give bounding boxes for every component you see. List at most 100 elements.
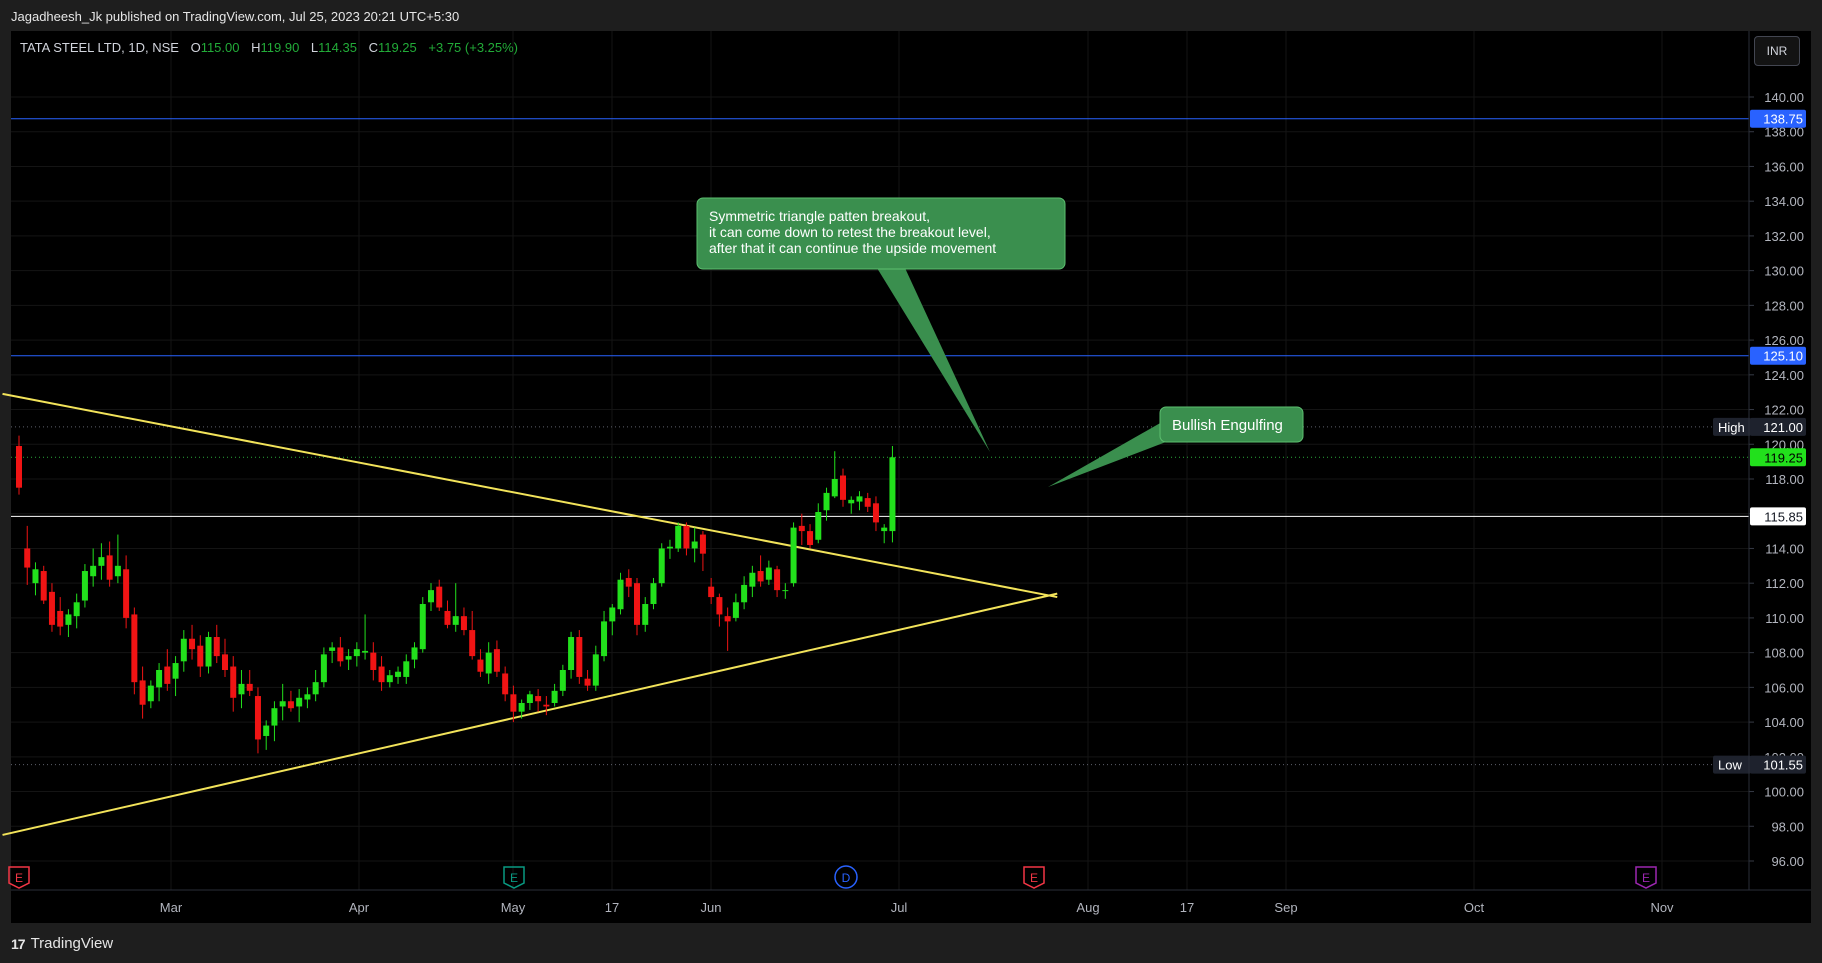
price-tick-label: 104.00 — [1764, 715, 1804, 730]
price-tick-label: 108.00 — [1764, 646, 1804, 661]
candle — [378, 656, 385, 691]
tradingview-brand[interactable]: 17 TradingView — [11, 935, 113, 952]
price-axis[interactable]: 96.0098.00100.00102.00104.00106.00108.00… — [1713, 31, 1811, 890]
candle — [395, 666, 402, 684]
candle — [477, 649, 484, 677]
price-tick-label: 132.00 — [1764, 229, 1804, 244]
candle-body — [831, 479, 838, 497]
event-marker-shape — [503, 866, 525, 889]
price-level-badge — [1750, 507, 1806, 526]
candle-body — [518, 702, 525, 712]
candle-body — [798, 525, 805, 532]
candle-body — [156, 670, 163, 688]
candle-body — [197, 645, 204, 667]
price-tick-label: 100.00 — [1764, 785, 1804, 800]
trendlines[interactable] — [2, 392, 1058, 836]
candle — [287, 690, 294, 712]
close-value: 119.25 — [377, 40, 417, 55]
candle — [856, 491, 863, 511]
candle — [24, 525, 31, 585]
candle-body — [296, 697, 303, 707]
price-tick-label: 130.00 — [1764, 264, 1804, 279]
candle — [452, 583, 459, 632]
candle-body — [699, 534, 706, 554]
candle — [98, 543, 105, 580]
candle — [535, 689, 542, 712]
candle-body — [576, 637, 583, 677]
candle-body — [510, 694, 517, 712]
candle-body — [856, 496, 863, 502]
candle-body — [180, 638, 187, 662]
candle — [370, 642, 377, 681]
candle — [699, 531, 706, 572]
candle-body — [790, 527, 797, 584]
annotations[interactable]: Symmetric triangle patten breakout,it ca… — [696, 197, 1304, 487]
trendline-lower — [2, 592, 1058, 836]
candle — [691, 527, 698, 563]
candle-body — [774, 569, 781, 591]
close-label: C — [368, 40, 378, 55]
candle — [73, 593, 80, 629]
candle — [411, 642, 418, 669]
event-marker-e: E — [8, 866, 30, 889]
candle — [139, 666, 146, 719]
candle — [592, 645, 599, 691]
candle — [732, 593, 739, 622]
candle — [757, 555, 764, 587]
candle-body — [535, 696, 542, 702]
candle-body — [172, 663, 179, 679]
candle — [460, 607, 467, 636]
candle-body — [634, 583, 640, 625]
price-level-tag-label: Low — [1718, 758, 1742, 773]
candle-body — [477, 659, 484, 672]
candle — [658, 543, 665, 587]
candle — [774, 565, 781, 598]
candle-body — [485, 652, 492, 674]
candle-body — [16, 446, 22, 488]
chart-frame — [11, 31, 1811, 923]
candle-body — [724, 616, 731, 622]
candle — [123, 555, 130, 629]
candle — [40, 565, 47, 605]
price-tick-label: 134.00 — [1764, 194, 1804, 209]
candle — [353, 642, 360, 667]
event-marker-e: E — [503, 866, 525, 889]
candle-body — [263, 725, 270, 736]
candle-body — [403, 661, 410, 677]
candle-body — [840, 475, 846, 500]
open-value: 115.00 — [200, 40, 240, 55]
candle-body — [765, 567, 772, 580]
candle-body — [395, 671, 402, 677]
candle — [180, 630, 187, 672]
candle — [271, 701, 278, 742]
price-tick-label: 136.00 — [1764, 159, 1804, 174]
price-tick-label: 124.00 — [1764, 368, 1804, 383]
candle-body — [741, 584, 748, 603]
candle — [881, 524, 888, 544]
candle — [114, 534, 121, 584]
price-level-badge — [1750, 755, 1806, 774]
candle — [568, 631, 575, 679]
candle — [510, 685, 517, 723]
candle-body — [189, 638, 196, 650]
candle — [526, 690, 533, 710]
time-axis[interactable]: Mar Apr May 17 Jun Jul Aug 17 Sep Oct Nov — [11, 31, 1811, 915]
candle-body — [428, 590, 434, 603]
candle — [238, 670, 245, 709]
price-tick-label: 122.00 — [1764, 403, 1804, 418]
candle-body — [815, 511, 822, 540]
candle-body — [650, 583, 657, 605]
candle-body — [592, 654, 599, 686]
candle-body — [106, 555, 113, 580]
candle-body — [246, 683, 253, 691]
time-tick-label: Nov — [1650, 900, 1674, 915]
candle — [156, 663, 163, 702]
callout-text: Bullish Engulfing — [1172, 417, 1283, 434]
event-marker-letter: D — [842, 871, 851, 885]
candle-body — [48, 591, 55, 625]
currency-button[interactable]: INR — [1754, 36, 1800, 66]
candle — [782, 583, 789, 599]
candle — [609, 604, 616, 636]
